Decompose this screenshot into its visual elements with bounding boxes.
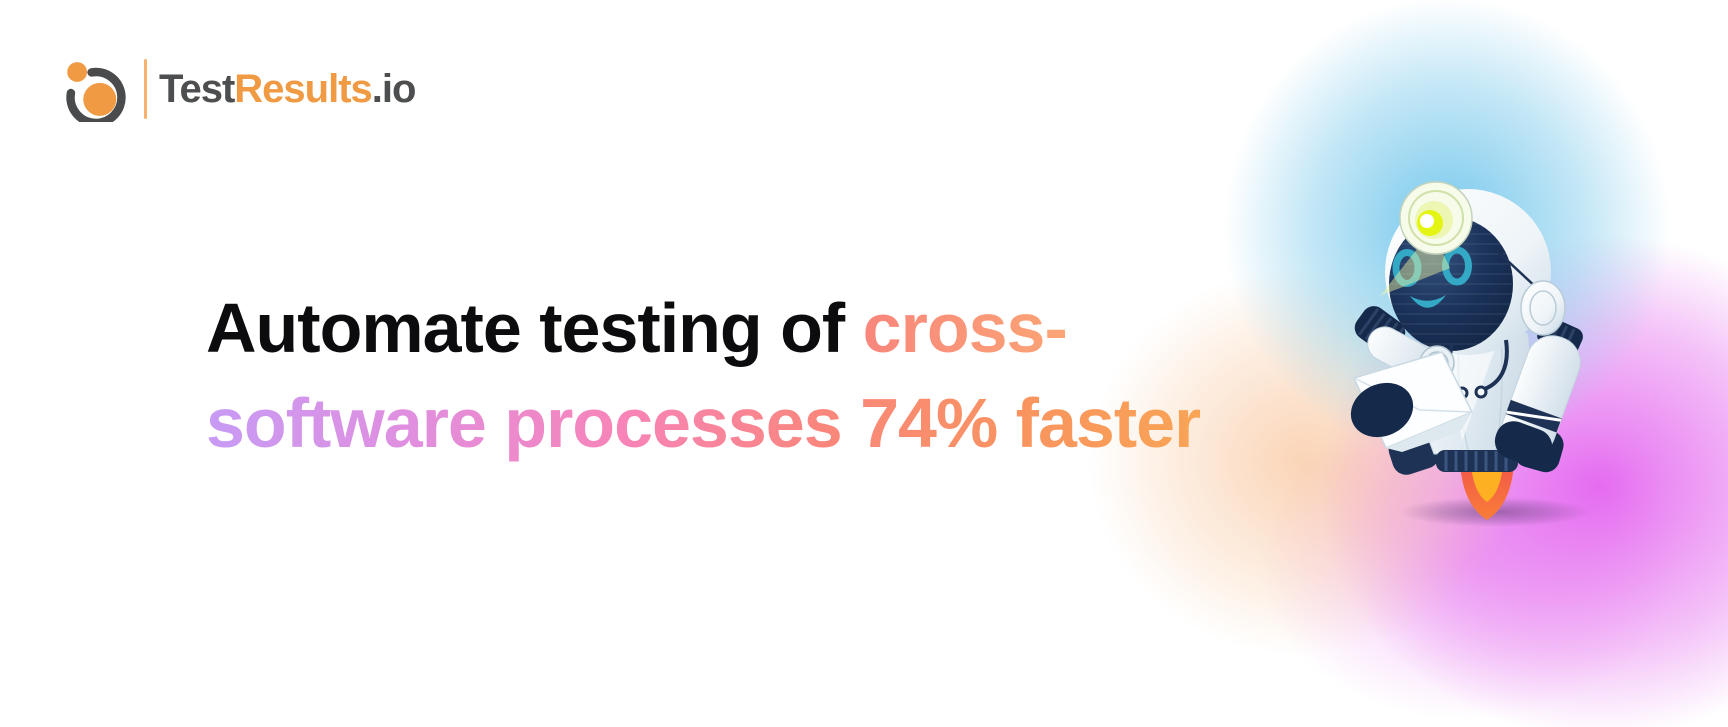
robot-mascot-illustration	[1350, 181, 1590, 527]
robot-right-arm	[1494, 335, 1581, 467]
headline-gradient-line1: cross-	[862, 289, 1068, 367]
robot-shoulder-disc	[1520, 280, 1566, 336]
robot-eye-left	[1392, 249, 1422, 287]
logo-wordmark: TestResults.io	[159, 67, 417, 111]
headline-plain: Automate testing of	[206, 289, 863, 367]
testresults-logo[interactable]: TestResults.io	[58, 56, 417, 122]
brand-highlight: Results	[234, 67, 372, 111]
brand-suffix: .io	[371, 67, 417, 111]
robot-smile	[1410, 295, 1446, 308]
headline-gradient-line2: software processes 74% faster	[206, 384, 1201, 462]
brand-prefix: Test	[159, 67, 235, 111]
robot-hand	[1350, 382, 1414, 438]
robot-antenna	[1495, 249, 1540, 291]
logo-divider	[144, 59, 147, 119]
hero-headline: Automate testing of cross-software proce…	[206, 281, 1201, 471]
robot-eye-right	[1442, 246, 1472, 286]
testresults-logo-icon	[66, 62, 126, 122]
headlamp-icon	[1380, 181, 1473, 296]
